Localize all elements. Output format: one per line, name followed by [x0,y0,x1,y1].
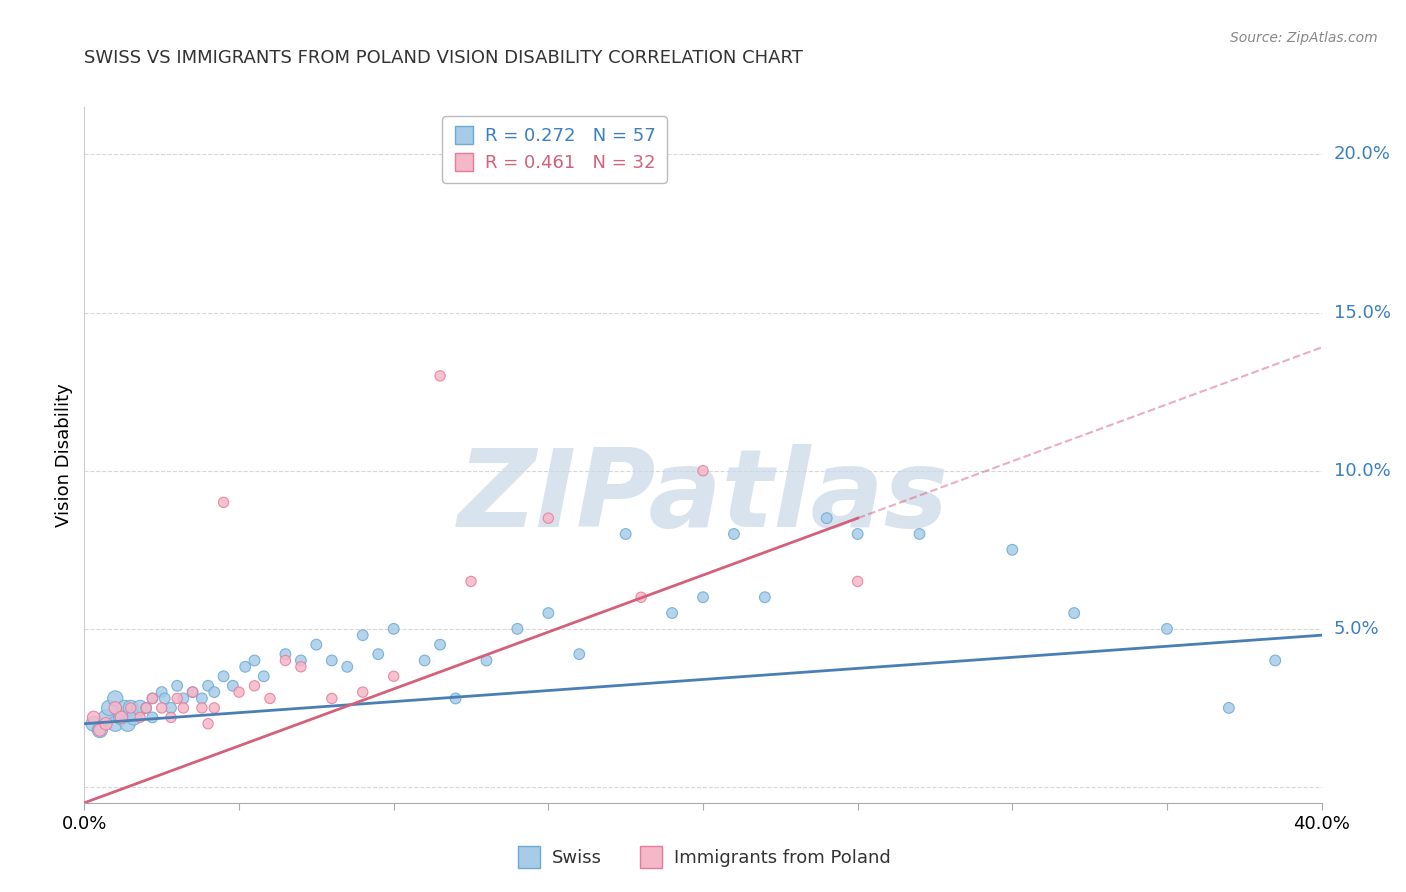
Text: 10.0%: 10.0% [1334,462,1391,480]
Point [110,710,132,724]
Point [444,691,467,706]
Point [160,701,183,715]
Point [243,653,266,667]
Point [120,701,142,715]
Point [630,591,652,605]
Point [846,574,869,589]
Point [129,710,152,724]
Text: Source: ZipAtlas.com: Source: ZipAtlas.com [1230,31,1378,45]
Point [352,628,374,642]
Point [191,701,214,715]
Point [166,679,188,693]
Point [259,691,281,706]
Point [153,691,176,706]
Point [160,710,183,724]
Point [141,710,163,724]
Point [382,622,405,636]
Point [568,647,591,661]
Point [172,701,194,715]
Y-axis label: Vision Disability: Vision Disability [55,383,73,527]
Point [290,660,312,674]
Point [197,679,219,693]
Point [321,691,343,706]
Point [94,710,117,724]
Point [122,710,145,724]
Point [274,647,297,661]
Point [506,622,529,636]
Point [382,669,405,683]
Point [181,685,204,699]
Point [413,653,436,667]
Point [723,527,745,541]
Point [253,669,276,683]
Point [274,653,297,667]
Point [117,716,139,731]
Point [104,691,127,706]
Point [83,710,105,724]
Text: ZIPatlas: ZIPatlas [457,443,949,549]
Point [197,716,219,731]
Point [150,701,173,715]
Point [460,574,482,589]
Point [141,691,163,706]
Point [846,527,869,541]
Point [614,527,637,541]
Point [166,691,188,706]
Point [815,511,838,525]
Point [191,691,214,706]
Point [336,660,359,674]
Point [110,710,132,724]
Point [290,653,312,667]
Point [202,685,225,699]
Point [89,723,111,737]
Point [429,368,451,383]
Point [1218,701,1240,715]
Point [202,701,225,715]
Point [104,701,127,715]
Point [243,679,266,693]
Point [104,716,127,731]
Legend: Swiss, Immigrants from Poland: Swiss, Immigrants from Poland [508,842,898,874]
Text: 20.0%: 20.0% [1334,145,1391,163]
Point [114,701,136,715]
Text: 5.0%: 5.0% [1334,620,1379,638]
Point [321,653,343,667]
Point [135,701,157,715]
Point [89,723,111,737]
Point [94,716,117,731]
Point [692,464,714,478]
Point [233,660,256,674]
Point [181,685,204,699]
Point [1264,653,1286,667]
Point [98,701,121,715]
Point [754,591,776,605]
Text: SWISS VS IMMIGRANTS FROM POLAND VISION DISABILITY CORRELATION CHART: SWISS VS IMMIGRANTS FROM POLAND VISION D… [84,49,803,67]
Point [228,685,250,699]
Point [83,716,105,731]
Point [1156,622,1178,636]
Point [537,606,560,620]
Point [129,701,152,715]
Point [367,647,389,661]
Point [305,638,328,652]
Point [661,606,683,620]
Point [475,653,498,667]
Point [352,685,374,699]
Point [172,691,194,706]
Text: 15.0%: 15.0% [1334,303,1391,322]
Point [135,701,157,715]
Point [222,679,245,693]
Point [908,527,931,541]
Point [1063,606,1085,620]
Point [429,638,451,652]
Point [120,701,142,715]
Point [212,669,235,683]
Point [150,685,173,699]
Point [141,691,163,706]
Legend: R = 0.272   N = 57, R = 0.461   N = 32: R = 0.272 N = 57, R = 0.461 N = 32 [441,116,666,183]
Point [692,591,714,605]
Point [212,495,235,509]
Point [537,511,560,525]
Point [1001,542,1024,557]
